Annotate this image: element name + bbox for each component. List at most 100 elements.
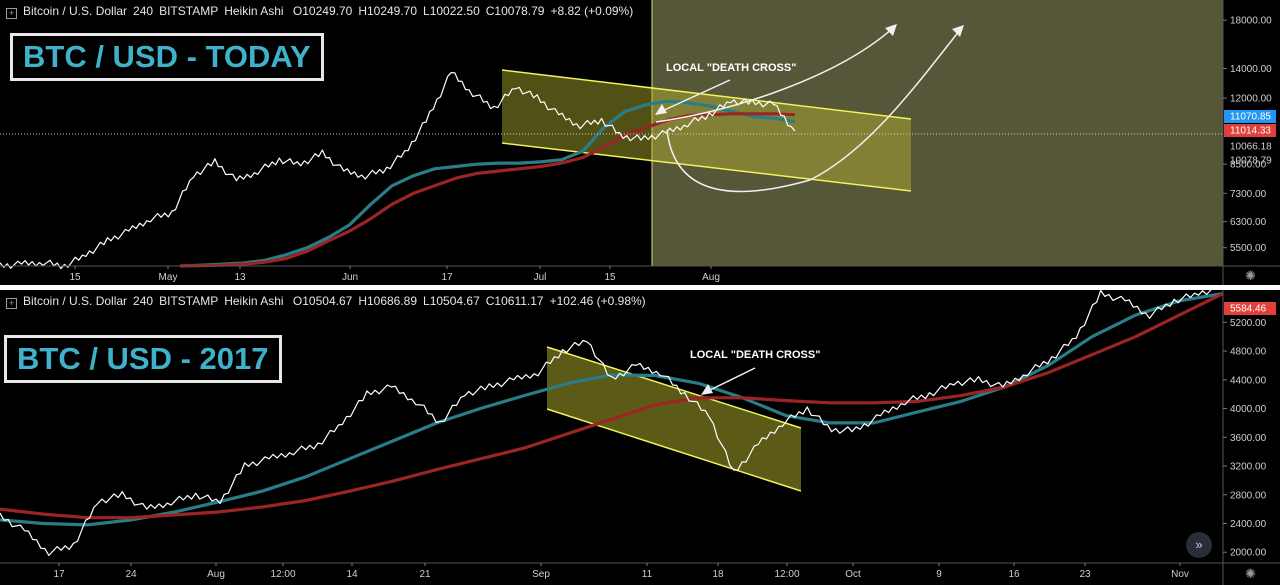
top-time-axis[interactable]: 15 May 13 Jun 17 Jul 15 Aug xyxy=(69,266,720,283)
death-cross-pointer-2017 xyxy=(705,367,756,393)
chart-style-label: Heikin Ashi xyxy=(224,4,284,18)
channel-lower-line xyxy=(501,142,912,192)
expand-icon[interactable]: + xyxy=(6,8,17,19)
channel-lower-line-2017 xyxy=(546,408,802,492)
price-label-text: 5584.46 xyxy=(1230,304,1267,315)
top-chart-panel[interactable]: LOCAL "DEATH CROSS" 18000.00 14000.00 1200… xyxy=(0,0,1280,285)
bottom-chart-header: + Bitcoin / U.S. Dollar 240 BITSTAMP Heikin … xyxy=(6,294,652,309)
top-chart-svg[interactable]: LOCAL "DEATH CROSS" 18000.00 14000.00 1200… xyxy=(0,0,1280,285)
time-tick-label: 11 xyxy=(642,569,653,580)
price-tick-label: 4800.00 xyxy=(1230,347,1267,358)
time-tick-label: 23 xyxy=(1079,569,1091,580)
time-tick-label: Oct xyxy=(845,569,861,580)
bottom-price-axis[interactable]: 5200.00 4800.00 4400.00 4000.00 3600.00 3200.… xyxy=(1223,302,1276,559)
high-value: H10686.89 xyxy=(358,294,418,308)
projection-arrow-dip xyxy=(666,29,961,193)
change-value: +102.46 (+0.98%) xyxy=(549,294,646,308)
interval-label: 240 xyxy=(133,4,154,18)
price-label-badge xyxy=(1224,124,1276,137)
time-tick-label: 14 xyxy=(346,569,358,580)
price-tick-label: 14000.00 xyxy=(1230,64,1272,75)
price-label-text: 10078.79 xyxy=(1230,156,1272,167)
price-tick-label: 8500.00 xyxy=(1230,160,1267,171)
expand-icon[interactable]: + xyxy=(6,298,17,309)
channel-upper-line-2017 xyxy=(546,346,802,429)
time-tick-label: Jun xyxy=(342,272,358,283)
chart-title-today: BTC / USD - TODAY xyxy=(10,33,324,81)
time-tick-label: 18 xyxy=(712,569,724,580)
death-cross-annotation-2017: LOCAL "DEATH CROSS" xyxy=(690,349,820,361)
price-tick-label: 4400.00 xyxy=(1230,375,1267,386)
price-label-badge xyxy=(1224,110,1276,123)
close-value: C10611.17 xyxy=(485,294,544,308)
price-tick-label: 4000.00 xyxy=(1230,404,1267,415)
descending-channel-fill xyxy=(502,70,911,191)
scroll-to-latest-button[interactable]: » xyxy=(1186,532,1212,558)
exchange-label: BITSTAMP xyxy=(159,4,219,18)
time-tick-label: 24 xyxy=(125,569,137,580)
settings-gear-icon[interactable]: ✺ xyxy=(1245,268,1256,283)
time-tick-label: 21 xyxy=(419,569,431,580)
price-tick-label: 12000.00 xyxy=(1230,94,1272,105)
ma-slow-series-2017 xyxy=(0,292,1224,520)
bottom-chart-panel[interactable]: LOCAL "DEATH CROSS" 5200.00 4800.00 4400.0… xyxy=(0,290,1280,585)
price-tick-label: 2800.00 xyxy=(1230,490,1267,501)
death-cross-pointer xyxy=(659,79,731,113)
time-tick-label: Nov xyxy=(1171,569,1189,580)
time-tick-label: Sep xyxy=(532,569,550,580)
panel-divider[interactable] xyxy=(0,285,1280,290)
time-tick-label: Aug xyxy=(702,272,720,283)
time-tick-label: Jul xyxy=(534,272,547,283)
price-tick-label: 7300.00 xyxy=(1230,189,1267,200)
time-tick-label: 16 xyxy=(1008,569,1020,580)
price-tick-label: 3600.00 xyxy=(1230,433,1267,444)
top-price-axis[interactable]: 18000.00 14000.00 12000.00 8500.00 7300.00 63… xyxy=(1223,16,1276,254)
symbol-label: Bitcoin / U.S. Dollar xyxy=(23,4,128,18)
price-tick-label: 5500.00 xyxy=(1230,243,1267,254)
price-tick-label: 2000.00 xyxy=(1230,548,1267,559)
projection-arrow-dip-head xyxy=(952,25,964,37)
time-tick-label: 12:00 xyxy=(270,569,295,580)
price-tick-label: 2400.00 xyxy=(1230,519,1267,530)
time-tick-label: 17 xyxy=(53,569,65,580)
price-tick-label: 6300.00 xyxy=(1230,217,1267,228)
death-cross-pointer-head-2017 xyxy=(701,384,713,395)
chart-style-label: Heikin Ashi xyxy=(224,294,284,308)
bottom-plot-layer xyxy=(0,290,1224,556)
symbol-label: Bitcoin / U.S. Dollar xyxy=(23,294,128,308)
time-tick-label: Aug xyxy=(207,569,225,580)
death-cross-annotation: LOCAL "DEATH CROSS" xyxy=(666,62,796,74)
projection-area xyxy=(652,0,1223,266)
price-label-badge xyxy=(1224,302,1276,315)
price-tick-label: 18000.00 xyxy=(1230,16,1272,27)
descending-channel-fill-2017 xyxy=(547,347,801,491)
open-value: O10249.70 xyxy=(292,4,353,18)
price-series-today xyxy=(0,72,796,270)
low-value: L10022.50 xyxy=(423,4,480,18)
time-tick-label: 9 xyxy=(936,569,942,580)
projection-arrow-up xyxy=(655,27,894,123)
top-chart-header: + Bitcoin / U.S. Dollar 240 BITSTAMP Heikin … xyxy=(6,4,639,19)
bottom-chart-svg[interactable]: LOCAL "DEATH CROSS" 5200.00 4800.00 4400.0… xyxy=(0,290,1280,585)
bottom-time-axis[interactable]: 17 24 Aug 12:00 14 21 Sep 11 18 12:00 Oct 9 16 23 Nov xyxy=(53,563,1189,580)
projection-arrow-up-head xyxy=(885,24,897,36)
channel-upper-line xyxy=(501,69,912,120)
price-label-text: 10066.18 xyxy=(1230,142,1272,153)
time-tick-label: 13 xyxy=(234,272,246,283)
exchange-label: BITSTAMP xyxy=(159,294,219,308)
price-tick-label: 3200.00 xyxy=(1230,462,1267,473)
low-value: L10504.67 xyxy=(423,294,480,308)
interval-label: 240 xyxy=(133,294,154,308)
change-value: +8.82 (+0.09%) xyxy=(550,4,634,18)
close-value: C10078.79 xyxy=(485,4,545,18)
price-label-text: 11070.85 xyxy=(1230,112,1271,123)
price-label-text: 11014.33 xyxy=(1230,126,1271,137)
high-value: H10249.70 xyxy=(358,4,418,18)
price-series-2017 xyxy=(0,290,1212,556)
time-tick-label: May xyxy=(159,272,178,283)
time-tick-label: 15 xyxy=(69,272,81,283)
open-value: O10504.67 xyxy=(292,294,353,308)
time-tick-label: 15 xyxy=(604,272,616,283)
ma-fast-series-today xyxy=(179,99,796,268)
settings-gear-icon-2017[interactable]: ✺ xyxy=(1245,566,1256,581)
